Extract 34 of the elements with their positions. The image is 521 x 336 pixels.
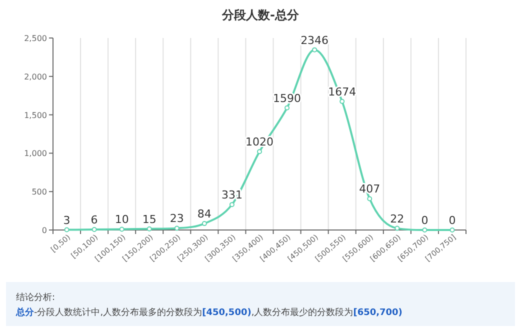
data-label: 23 <box>170 212 184 226</box>
point <box>422 228 428 232</box>
data-label: 0 <box>448 214 456 227</box>
point <box>174 226 180 231</box>
data-label: 6 <box>90 214 98 227</box>
text: 结论分析: <box>16 292 56 303</box>
point <box>119 226 124 232</box>
point <box>146 226 152 232</box>
data-label: 10 <box>114 213 129 226</box>
point <box>367 196 372 202</box>
data-label: 0 <box>421 214 428 227</box>
point <box>340 98 345 104</box>
y-tick-label: 2,000 <box>24 72 47 82</box>
point <box>257 149 262 154</box>
data-label: 2346 <box>300 34 329 47</box>
point <box>450 228 455 232</box>
point <box>202 221 207 226</box>
data-label: 15 <box>142 212 156 226</box>
y-tick-label: 1,500 <box>24 110 47 120</box>
point <box>64 227 70 232</box>
point <box>394 226 400 231</box>
y-tick-label: 0 <box>42 226 47 235</box>
data-label: 22 <box>390 212 404 226</box>
y-tick-label: 500 <box>32 188 47 197</box>
data-label: 3 <box>63 214 70 227</box>
y-tick-label: 2,500 <box>24 34 47 43</box>
point <box>284 105 290 110</box>
point <box>92 227 97 232</box>
y-tick-label: 1,000 <box>24 149 47 158</box>
point <box>229 202 234 208</box>
data-label: 84 <box>197 208 212 221</box>
chart-title: 分段人数-总分 <box>221 8 300 22</box>
point <box>312 47 318 52</box>
text: 总分-分段人数统计中,人数分布最多的分数段为[450,500),人数分布最少的分数段为[650,700) <box>15 307 402 318</box>
